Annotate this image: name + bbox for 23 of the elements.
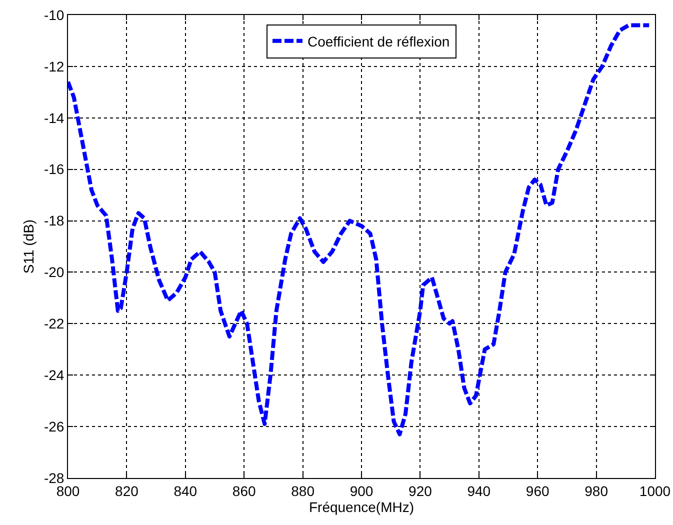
y-tick-label: -26: [44, 418, 64, 434]
y-axis-title: S11 (dB): [20, 219, 37, 274]
y-tick-label: -14: [44, 110, 64, 126]
x-tick-label: 980: [584, 482, 608, 499]
x-tick-label: 900: [350, 482, 374, 499]
x-tick-label: 860: [232, 482, 256, 499]
y-tick-label: -12: [44, 58, 64, 74]
legend-label: Coefficient de réflexion: [308, 33, 450, 50]
y-tick-label: -20: [44, 264, 64, 280]
x-tick-label: 880: [291, 482, 315, 499]
line-series: [68, 23, 652, 436]
x-tick-label: 820: [115, 482, 139, 499]
x-tick-label: 1000: [639, 482, 671, 499]
y-tick-label: -22: [44, 316, 64, 332]
x-axis-title: Fréquence(MHz): [308, 499, 414, 516]
y-tick-label: -24: [44, 367, 64, 384]
y-tick-label: -16: [44, 161, 64, 178]
x-tick-label: 960: [526, 482, 550, 499]
y-tick-label: -18: [44, 212, 64, 229]
x-tick-label: 920: [408, 482, 432, 499]
x-tick-label: 940: [467, 482, 491, 499]
x-tick-label: 840: [174, 482, 198, 499]
y-tick-label: -10: [44, 6, 64, 23]
